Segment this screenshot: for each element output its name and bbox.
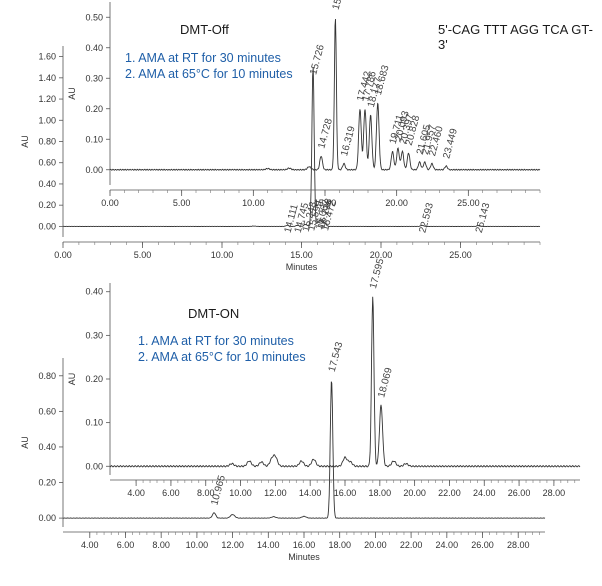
x-tick-label: 25.00 <box>457 198 480 208</box>
x-tick-label: 26.00 <box>508 488 531 498</box>
y-tick-label: 0.60 <box>38 158 56 168</box>
dmt-off-condition-2: 2. AMA at 65°C for 10 minutes <box>125 67 293 81</box>
x-tick-label: 10.00 <box>229 488 252 498</box>
x-tick-label: 10.00 <box>242 198 265 208</box>
chromatogram-trace <box>109 18 541 171</box>
chromatogram-trace <box>62 381 546 519</box>
x-tick-label: 5.00 <box>173 198 191 208</box>
peak-label: 17.595 <box>368 257 387 290</box>
x-tick-label: 0.00 <box>101 198 119 208</box>
x-tick-label: 12.00 <box>264 488 287 498</box>
x-tick-label: 6.00 <box>117 540 135 550</box>
x-tick-label: 8.00 <box>152 540 170 550</box>
x-tick-label: 20.00 <box>385 198 408 208</box>
y-tick-label: 0.00 <box>85 165 103 175</box>
chart-panel-2: 0.00 0.10 0.20 0.30 0.40 AU 4.00 6.00 8.00 10.00 1… <box>67 257 581 498</box>
peak-label: 15.724 <box>331 0 350 11</box>
x-tick-label: 20.00 <box>370 250 393 260</box>
x-tick-label: 5.00 <box>134 250 152 260</box>
x-tick-label: 0.00 <box>54 250 72 260</box>
x-tick-label: 28.00 <box>507 540 530 550</box>
y-tick-label: 0.20 <box>85 374 103 384</box>
x-tick-label: 20.00 <box>364 540 387 550</box>
y-tick-label: 0.30 <box>85 73 103 83</box>
y-tick-label: 0.00 <box>38 513 56 523</box>
y-tick-label: 0.60 <box>38 406 56 416</box>
x-tick-label: 16.00 <box>334 488 357 498</box>
x-tick-label: 8.00 <box>197 488 215 498</box>
y-axis-title: AU <box>67 373 77 386</box>
chart-panel-3: 0.00 0.20 0.40 0.60 0.80 AU 4.00 6.00 8.00 10.00 1… <box>20 340 546 562</box>
x-axis-title: Minutes <box>286 262 318 272</box>
peak-label: 15.726 <box>308 43 327 76</box>
chromatogram-trace <box>62 67 541 227</box>
x-tick-label: 14.00 <box>257 540 280 550</box>
peak-label: 16.319 <box>339 125 358 158</box>
x-tick-label: 22.00 <box>438 488 461 498</box>
y-tick-label: 0.10 <box>85 134 103 144</box>
y-tick-label: 1.60 <box>38 52 56 62</box>
x-tick-label: 25.00 <box>449 250 472 260</box>
x-tick-label: 24.00 <box>436 540 459 550</box>
x-tick-label: 4.00 <box>127 488 145 498</box>
y-axis-title: AU <box>67 87 77 100</box>
x-tick-label: 24.00 <box>473 488 496 498</box>
peak-label: 18.069 <box>376 366 395 399</box>
chromatogram-trace <box>109 296 581 468</box>
sequence-label: 5'-CAG TTT AGG TCA GT-3' <box>438 22 593 52</box>
y-axis-title: AU <box>20 436 30 449</box>
y-tick-label: 0.20 <box>38 200 56 210</box>
y-tick-label: 0.20 <box>38 478 56 488</box>
dmt-on-condition-2: 2. AMA at 65°C for 10 minutes <box>138 350 306 364</box>
x-tick-label: 28.00 <box>543 488 566 498</box>
y-tick-label: 0.50 <box>85 12 103 22</box>
y-tick-label: 1.00 <box>38 115 56 125</box>
x-tick-label: 18.00 <box>328 540 351 550</box>
x-tick-label: 22.00 <box>400 540 423 550</box>
x-tick-label: 6.00 <box>162 488 180 498</box>
y-tick-label: 0.40 <box>38 442 56 452</box>
y-tick-label: 1.20 <box>38 94 56 104</box>
y-tick-label: 0.00 <box>38 221 56 231</box>
y-tick-label: 0.10 <box>85 418 103 428</box>
peak-label: 18.683 <box>373 64 392 97</box>
y-tick-label: 0.00 <box>85 461 103 471</box>
x-tick-label: 10.00 <box>186 540 209 550</box>
dmt-on-title: DMT-ON <box>188 306 240 321</box>
dmt-off-title: DMT-Off <box>180 22 229 37</box>
dmt-off-condition-1: 1. AMA at RT for 30 minutes <box>125 51 281 65</box>
y-tick-label: 0.40 <box>85 43 103 53</box>
x-tick-label: 16.00 <box>293 540 316 550</box>
y-tick-label: 0.40 <box>38 179 56 189</box>
x-tick-label: 12.00 <box>221 540 244 550</box>
x-tick-label: 4.00 <box>81 540 99 550</box>
y-tick-label: 0.20 <box>85 104 103 114</box>
x-tick-label: 15.00 <box>290 250 313 260</box>
peak-label: 14.728 <box>316 117 335 150</box>
peak-label: 22.593 <box>417 201 436 234</box>
x-tick-label: 14.00 <box>299 488 322 498</box>
y-tick-label: 0.40 <box>85 287 103 297</box>
dmt-on-condition-1: 1. AMA at RT for 30 minutes <box>138 334 294 348</box>
peak-label: 17.543 <box>327 340 346 373</box>
x-tick-label: 15.00 <box>314 198 337 208</box>
x-tick-label: 18.00 <box>369 488 392 498</box>
y-tick-label: 0.30 <box>85 330 103 340</box>
x-axis-title: Minutes <box>288 552 320 562</box>
y-axis-title: AU <box>20 135 30 148</box>
y-tick-label: 0.80 <box>38 371 56 381</box>
x-tick-label: 10.00 <box>211 250 234 260</box>
y-tick-label: 0.80 <box>38 137 56 147</box>
x-tick-label: 20.00 <box>403 488 426 498</box>
x-tick-label: 26.00 <box>471 540 494 550</box>
y-tick-label: 1.40 <box>38 73 56 83</box>
